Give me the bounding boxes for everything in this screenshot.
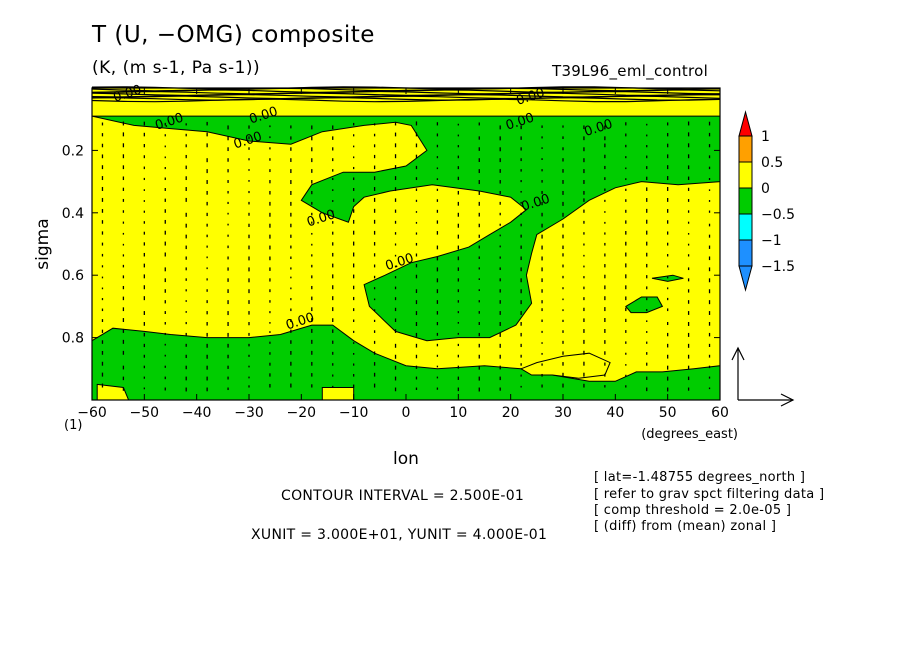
reference-vector (731, 346, 795, 407)
colorbar-label: 0.5 (761, 155, 783, 171)
x-tick-label: 0 (402, 405, 411, 421)
colorbar-segment (738, 239, 753, 267)
negative-island-right-small (625, 296, 664, 314)
upper-contour-line (91, 98, 721, 103)
run-tag: T39L96_eml_control (552, 62, 709, 80)
info-line-diff: [ (diff) from (mean) zonal ] (594, 519, 777, 534)
x-tick-label: 10 (449, 405, 467, 421)
upper-contour-line (91, 95, 721, 100)
colorbar-bottom-cap (738, 265, 753, 292)
x-tick-label: −30 (234, 405, 264, 421)
chart-units-subtitle: (K, (m s-1, Pa s-1)) (92, 58, 261, 78)
x-tick-label: −20 (287, 405, 317, 421)
colorbar-segment (738, 135, 753, 163)
colorbar-label: −1.5 (761, 259, 795, 275)
colorbar-segment (738, 187, 753, 215)
colorbar-segment (738, 213, 753, 241)
x-tick-label: 20 (502, 405, 520, 421)
reference-vector-up-head (731, 346, 745, 361)
colorbar: 1 0.5 0 −0.5 −1 −1.5 (738, 110, 795, 292)
x-tick-label: 50 (659, 405, 677, 421)
y-tick-label: 0.2 (62, 143, 84, 159)
colorbar-segment (738, 161, 753, 189)
colorbar-label: −1 (761, 233, 782, 249)
x-tick-label: 60 (711, 405, 729, 421)
x-tick-label: 30 (554, 405, 572, 421)
y-tick-label: 0.8 (62, 331, 84, 347)
x-axis-label: lon (393, 449, 419, 469)
colorbar-top-cap (738, 110, 753, 137)
y-axis-extra-label: (1) (64, 418, 82, 433)
info-line-filter: [ refer to grav spct filtering data ] (594, 487, 825, 502)
y-axis-label: sigma (33, 218, 53, 269)
colorbar-label: −0.5 (761, 207, 795, 223)
vector-field (101, 121, 711, 392)
negative-region-lower (91, 324, 721, 401)
y-tick-label: 0.4 (62, 206, 84, 222)
x-tick-label: −10 (339, 405, 369, 421)
x-tick-label: −40 (182, 405, 212, 421)
positive-island-bottom-mid (321, 387, 355, 401)
chart-title: T (U, −OMG) composite (92, 22, 375, 48)
reference-vector-right-head (780, 393, 795, 407)
upper-contour-line (91, 97, 721, 101)
contour-interval: CONTOUR INTERVAL = 2.500E-01 (281, 488, 525, 504)
colorbar-label: 0 (761, 181, 770, 197)
info-line-lat: [ lat=-1.48755 degrees_north ] (594, 470, 806, 485)
x-tick-label: 40 (606, 405, 624, 421)
x-axis-unit: (degrees_east) (641, 427, 738, 442)
info-line-threshold: [ comp threshold = 2.0e-05 ] (594, 503, 792, 518)
x-tick-label: −50 (130, 405, 160, 421)
y-tick-label: 0.6 (62, 268, 84, 284)
x-tick-label: −60 (77, 405, 107, 421)
vector-units: XUNIT = 3.000E+01, YUNIT = 4.000E-01 (251, 527, 548, 543)
colorbar-label: 1 (761, 129, 770, 145)
